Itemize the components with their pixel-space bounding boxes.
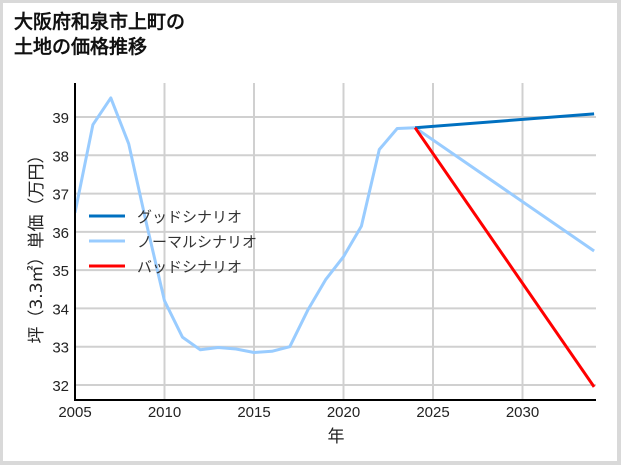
x-tick-label: 2015 (237, 404, 270, 421)
y-tick-label: 35 (52, 263, 69, 280)
y-tick-label: 32 (52, 378, 69, 395)
title-line-1: 大阪府和泉市上町の (14, 11, 186, 33)
series-line (414, 112, 595, 130)
x-tick-label: 2010 (148, 404, 181, 421)
x-axis-label: 年 (328, 427, 345, 447)
y-tick-label: 37 (52, 187, 69, 204)
x-tick-label: 2020 (327, 404, 360, 421)
y-tick-label: 33 (52, 340, 69, 357)
legend-label: ノーマルシナリオ (137, 233, 257, 251)
y-tick-label: 34 (52, 301, 69, 318)
y-tick-label: 39 (52, 110, 69, 127)
series-line (75, 96, 595, 354)
title-line-2: 土地の価格推移 (14, 36, 148, 58)
x-tick-label: 2025 (416, 404, 449, 421)
y-tick-label: 38 (52, 148, 69, 165)
legend-label: バッドシナリオ (137, 258, 242, 276)
legend-label: グッドシナリオ (137, 208, 242, 226)
series-line (413, 126, 596, 388)
y-tick-label: 36 (52, 225, 69, 242)
x-tick-label: 2005 (58, 404, 91, 421)
y-axis-label: 坪（3.3㎡）単価（万円） (27, 146, 47, 343)
chart-title: 大阪府和泉市上町の 土地の価格推移 (14, 10, 185, 60)
x-tick-label: 2030 (506, 404, 539, 421)
